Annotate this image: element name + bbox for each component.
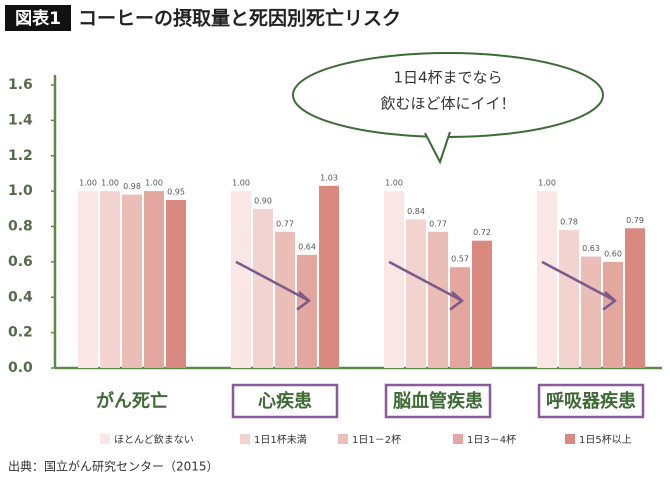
value-label: 1.00: [232, 179, 250, 188]
y-tick-label: 1.0: [8, 183, 33, 199]
value-label: 1.00: [79, 179, 97, 188]
value-label: 1.03: [320, 173, 338, 182]
bar: [406, 219, 426, 368]
value-label: 1.00: [101, 179, 119, 188]
y-tick-label: 1.6: [8, 77, 33, 93]
value-label: 1.00: [538, 179, 556, 188]
trend-arrow: [388, 260, 464, 311]
bar: [428, 231, 448, 368]
legend-swatch: [338, 434, 348, 444]
value-label: 0.57: [451, 255, 469, 264]
bar: [144, 191, 164, 368]
value-label: 0.98: [123, 182, 141, 191]
bar: [319, 185, 339, 368]
y-tick-label: 0.4: [8, 289, 33, 305]
bar: [559, 230, 579, 368]
bar: [100, 191, 120, 368]
legend-label: ほとんど飲まない: [114, 433, 194, 446]
value-label: 0.64: [298, 242, 316, 251]
x-tick-label: 脳血管疾患: [393, 390, 483, 412]
bar: [581, 256, 601, 368]
bar: [472, 240, 492, 368]
bar: [625, 228, 645, 368]
y-tick-label: 0.2: [8, 325, 33, 341]
legend-label: 1日3－4杯: [467, 433, 516, 446]
badge: 図表1: [15, 8, 61, 29]
bar: [297, 254, 317, 368]
bar: [122, 194, 142, 368]
value-label: 0.90: [254, 196, 272, 205]
y-tick-label: 1.4: [8, 112, 33, 128]
value-label: 0.77: [429, 219, 447, 228]
value-label: 0.63: [582, 244, 600, 253]
value-label: 1.00: [145, 179, 163, 188]
value-label: 0.77: [276, 219, 294, 228]
value-label: 1.00: [385, 179, 403, 188]
chart-title: コーヒーの摂取量と死因別死亡リスク: [78, 7, 401, 30]
category-box: [231, 383, 339, 419]
annotation: 1日4杯までなら: [393, 69, 502, 87]
source: 出典：国立がん研究センター（2015）: [8, 459, 219, 474]
x-tick-label: 呼吸器疾患: [546, 390, 636, 412]
bar: [384, 191, 404, 368]
value-label: 0.95: [167, 187, 185, 196]
bar: [537, 191, 557, 368]
callout-tail: [424, 131, 451, 165]
legend-swatch: [100, 434, 110, 444]
trend-arrow: [541, 260, 617, 311]
y-tick-label: 0.0: [8, 360, 33, 376]
x-tick-label: 心疾患: [258, 390, 312, 412]
category-box: [384, 383, 492, 419]
x-tick-label: がん死亡: [96, 390, 168, 412]
bar: [231, 191, 251, 368]
legend-label: 1日5杯以上: [579, 433, 632, 446]
legend-swatch: [240, 434, 250, 444]
bar: [166, 199, 186, 368]
legend-swatch: [453, 434, 463, 444]
category-box: [537, 383, 645, 419]
trend-arrow: [235, 260, 311, 311]
legend-label: 1日1杯未満: [254, 433, 307, 446]
y-tick-label: 0.6: [8, 254, 33, 270]
bar: [603, 261, 623, 368]
value-label: 0.72: [473, 228, 491, 237]
bar: [78, 191, 98, 368]
legend-swatch: [565, 434, 575, 444]
value-label: 0.78: [560, 218, 578, 227]
value-label: 0.60: [604, 249, 622, 258]
y-tick-label: 0.8: [8, 219, 33, 235]
bar: [450, 267, 470, 368]
legend-label: 1日1－2杯: [352, 433, 401, 446]
bar: [253, 208, 273, 368]
badge-bg: [5, 5, 71, 31]
value-label: 0.79: [626, 216, 644, 225]
bar: [275, 231, 295, 368]
value-label: 0.84: [407, 207, 425, 216]
annotation: 飲むほど体にイイ！: [380, 95, 515, 113]
y-tick-label: 1.2: [8, 148, 33, 164]
